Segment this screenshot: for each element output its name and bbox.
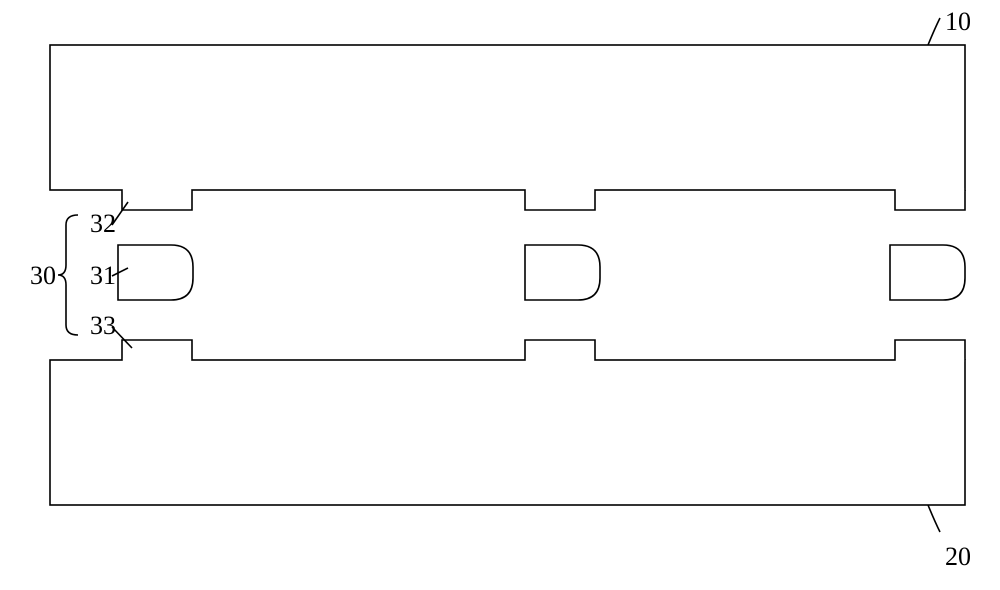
label-10: 10 xyxy=(945,7,971,36)
upper-tab xyxy=(122,190,192,210)
label-20: 20 xyxy=(945,542,971,571)
lower-tab xyxy=(895,340,965,360)
middle-pill xyxy=(525,245,600,300)
leader-20 xyxy=(928,505,940,532)
label-33: 33 xyxy=(90,311,116,340)
upper-tab xyxy=(895,190,965,210)
label-30: 30 xyxy=(30,261,56,290)
label-32: 32 xyxy=(90,209,116,238)
middle-pill xyxy=(118,245,193,300)
upper-tab xyxy=(525,190,595,210)
label-31: 31 xyxy=(90,261,116,290)
leader-10 xyxy=(928,18,940,45)
upper-block xyxy=(50,45,965,190)
lower-tab xyxy=(122,340,192,360)
lower-block xyxy=(50,360,965,505)
middle-pill xyxy=(890,245,965,300)
lower-tab xyxy=(525,340,595,360)
brace-30 xyxy=(58,215,78,335)
